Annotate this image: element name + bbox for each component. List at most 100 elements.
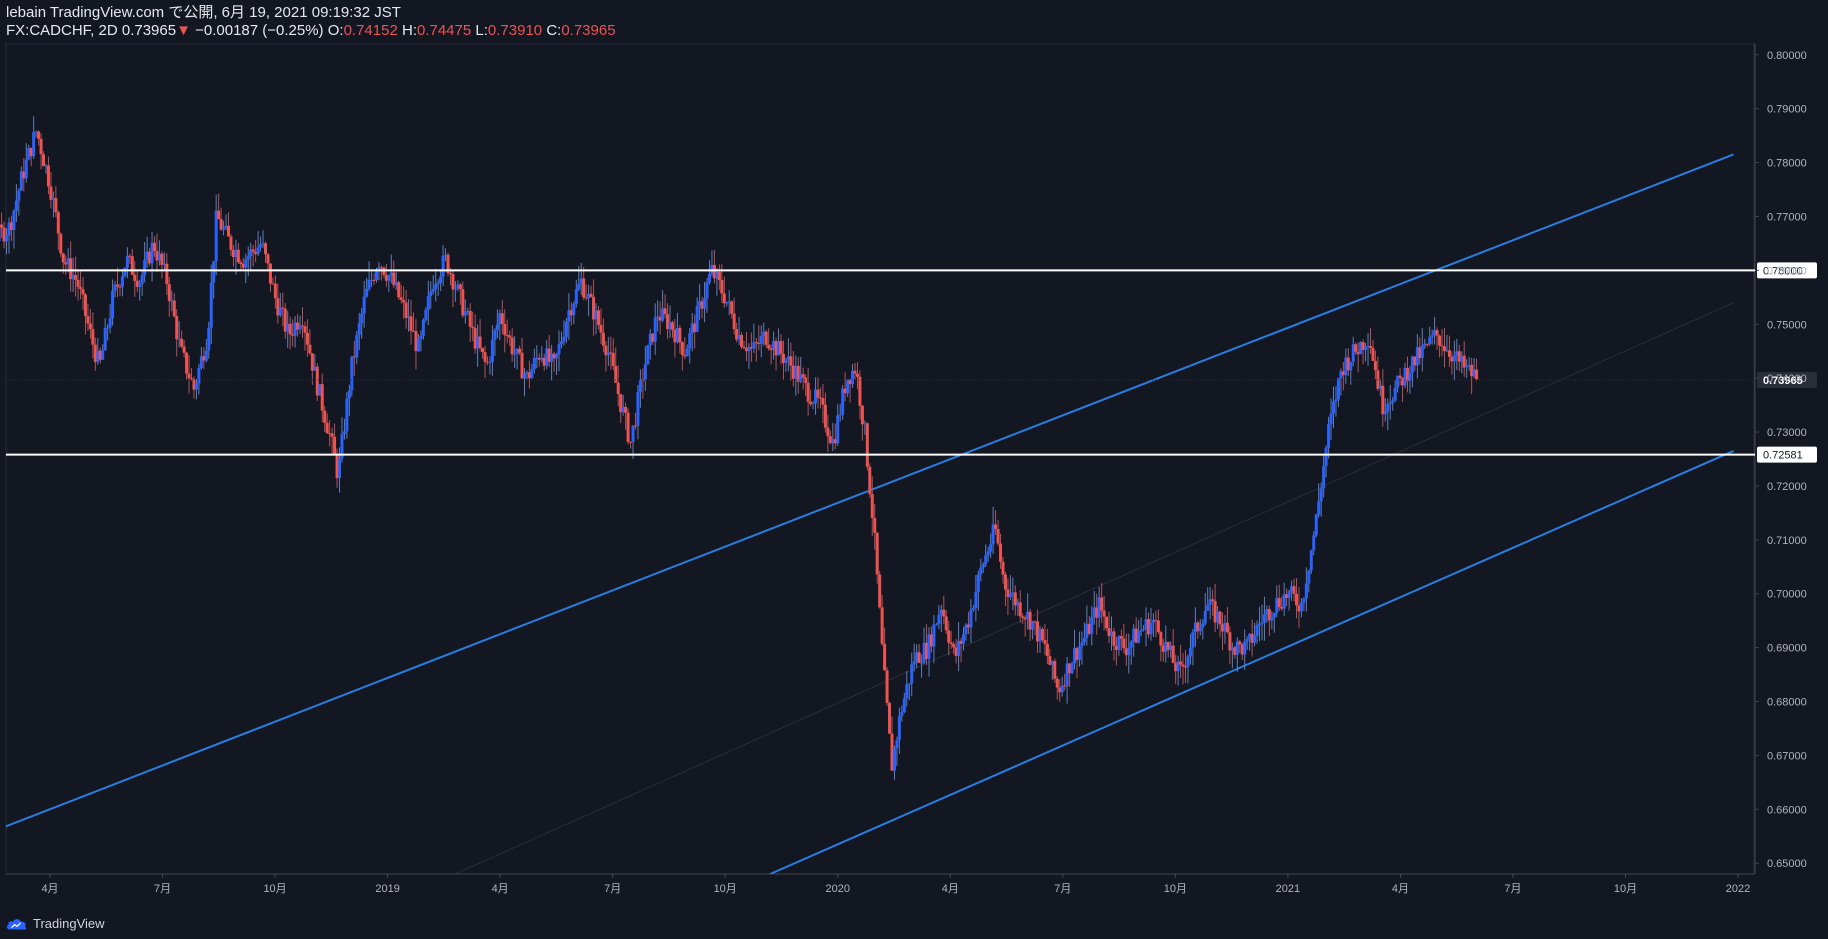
candle-body <box>125 255 129 268</box>
candle-body <box>128 255 132 257</box>
symbol-label[interactable]: FX:CADCHF, 2D <box>6 22 118 39</box>
candle-body <box>651 333 655 342</box>
candle-body <box>814 389 818 404</box>
candle-body <box>762 331 766 337</box>
candle-body <box>273 283 277 299</box>
candle-body <box>1006 589 1010 598</box>
candle-body <box>774 340 778 356</box>
candle-body <box>1410 356 1414 373</box>
candle-body <box>754 342 758 344</box>
price-tick-label: 0.73000 <box>1767 427 1807 439</box>
candle-body <box>1134 628 1138 643</box>
candle-body <box>542 357 546 366</box>
candle-body <box>0 224 4 228</box>
candle-body <box>535 357 539 359</box>
candle-body <box>1467 364 1471 367</box>
candle-body <box>631 425 635 443</box>
candle-body <box>1060 685 1064 693</box>
candle-body <box>668 322 672 329</box>
candle-body <box>1442 346 1446 352</box>
candle-body <box>1023 617 1027 620</box>
candle-body <box>1336 378 1340 400</box>
time-tick-label: 2019 <box>375 883 399 895</box>
candle-body <box>609 352 613 354</box>
candle-body <box>601 332 605 346</box>
time-tick-label: 10月 <box>1614 883 1637 895</box>
candle-body <box>703 298 707 309</box>
candle-body <box>42 154 46 167</box>
candle-body <box>458 284 462 290</box>
candle-body <box>1164 641 1168 652</box>
candle-body <box>1040 628 1044 640</box>
candle-body <box>414 331 418 352</box>
candle-body <box>1119 636 1123 639</box>
candle-body <box>1050 661 1054 665</box>
candle-body <box>436 282 440 285</box>
footer-brand: TradingView <box>33 916 105 931</box>
candle-body <box>471 326 475 329</box>
candle-body <box>831 439 835 444</box>
candle-body <box>1122 638 1126 649</box>
candle-body <box>562 336 566 342</box>
candle-body <box>113 284 117 291</box>
candle-body <box>241 264 245 268</box>
candle-body <box>875 532 879 575</box>
candle-body <box>991 524 995 545</box>
candle-body <box>737 334 741 340</box>
candle-body <box>199 356 203 368</box>
time-tick-label: 4月 <box>1392 883 1409 895</box>
candle-body <box>271 283 275 285</box>
candle-body <box>177 338 181 340</box>
candle-body <box>333 436 337 455</box>
candle-body <box>453 288 457 290</box>
candle-body <box>439 276 443 283</box>
candle-body <box>1137 631 1141 643</box>
candle-body <box>1159 632 1163 646</box>
candle-body <box>1435 330 1439 336</box>
candle-body <box>448 273 452 275</box>
candle-body <box>1366 345 1370 348</box>
candle-body <box>1403 367 1407 386</box>
candle-body <box>1206 604 1210 611</box>
candle-body <box>14 200 18 211</box>
ohlc-legend: FX:CADCHF, 2D 0.73965▼ −0.00187 (−0.25%)… <box>6 22 616 40</box>
candle-body <box>1415 347 1419 366</box>
candle-body <box>81 288 85 295</box>
candle-body <box>1228 632 1232 651</box>
candle-body <box>219 219 223 230</box>
candle-body <box>1149 622 1153 635</box>
candle-body <box>407 316 411 318</box>
candle-body <box>606 352 610 356</box>
candle-body <box>922 642 926 663</box>
candle-body <box>912 661 916 665</box>
candle-body <box>150 242 154 264</box>
tradingview-cloud-icon[interactable] <box>6 917 28 931</box>
candle-body <box>550 353 554 362</box>
candle-body <box>717 271 721 280</box>
candle-body <box>675 327 679 343</box>
candle-body <box>1223 622 1227 632</box>
candle-body <box>222 227 226 230</box>
candle-body <box>377 267 381 271</box>
candle-body <box>483 352 487 362</box>
candle-body <box>214 210 218 262</box>
time-tick-label: 7月 <box>604 883 621 895</box>
candle-body <box>1388 403 1392 405</box>
candle-body <box>730 301 734 314</box>
candle-body <box>1297 605 1301 612</box>
candle-body <box>574 289 578 305</box>
candle-body <box>485 361 489 363</box>
level-label: 0.76000 <box>1763 265 1803 277</box>
candle-body <box>791 365 795 379</box>
candle-body <box>582 278 586 298</box>
plot-area[interactable] <box>5 43 1755 875</box>
candle-body <box>1107 628 1111 637</box>
candle-body <box>604 345 608 356</box>
candle-body <box>1371 347 1375 361</box>
time-tick-label: 7月 <box>1054 883 1071 895</box>
candle-body <box>779 341 783 354</box>
time-tick-label: 2022 <box>1726 883 1750 895</box>
candle-body <box>1055 678 1059 688</box>
candle-body <box>611 352 615 367</box>
